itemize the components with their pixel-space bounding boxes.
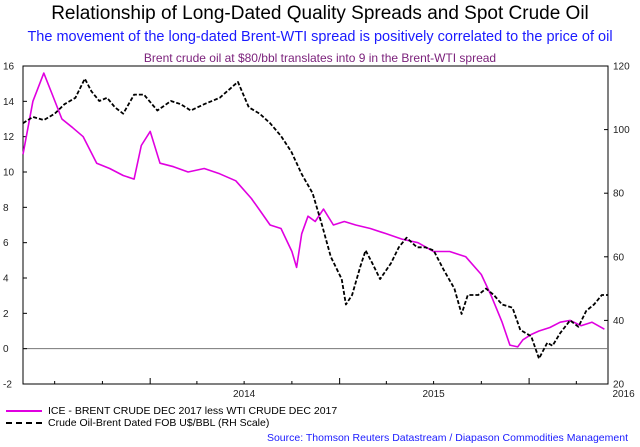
series-line-spread bbox=[22, 72, 605, 348]
left-axis-tick-label: 14 bbox=[3, 97, 15, 108]
left-axis-tick-label: 0 bbox=[3, 344, 9, 355]
x-axis-tick-label: 2014 bbox=[233, 389, 256, 400]
right-axis-tick-label: 100 bbox=[613, 125, 630, 136]
left-axis-tick-label: 6 bbox=[3, 238, 9, 249]
x-axis-tick-label: 2015 bbox=[422, 389, 445, 400]
chart-note: Brent crude oil at $80/bbl translates in… bbox=[143, 51, 497, 65]
right-axis-tick-label: 80 bbox=[613, 189, 625, 200]
chart-title: Relationship of Long-Dated Quality Sprea… bbox=[51, 3, 589, 24]
legend-label-brent: Crude Oil-Brent Dated FOB U$/BBL (RH Sca… bbox=[48, 417, 270, 429]
left-axis-tick-label: 16 bbox=[3, 62, 15, 73]
legend-label-spread: ICE - BRENT CRUDE DEC 2017 less WTI CRUD… bbox=[48, 405, 338, 417]
chart-subtitle: The movement of the long-dated Brent-WTI… bbox=[27, 29, 613, 45]
source-note: Source: Thomson Reuters Datastream / Dia… bbox=[266, 432, 628, 444]
right-axis-tick-label: 20 bbox=[613, 380, 625, 391]
left-axis-tick-label: 4 bbox=[3, 274, 9, 285]
plot-frame bbox=[22, 65, 609, 385]
left-axis-tick-label: 12 bbox=[3, 132, 15, 143]
left-axis-tick-label: 8 bbox=[3, 203, 9, 214]
right-axis-tick-label: 60 bbox=[613, 252, 625, 263]
left-axis-tick-label: 2 bbox=[3, 309, 9, 320]
right-axis-tick-label: 120 bbox=[613, 62, 630, 73]
left-axis-tick-label: -2 bbox=[3, 380, 12, 391]
legend: ICE - BRENT CRUDE DEC 2017 less WTI CRUD… bbox=[6, 405, 337, 429]
x-axis-tick-label: 2016 bbox=[612, 389, 635, 400]
right-axis-tick-label: 40 bbox=[613, 316, 625, 327]
legend-swatch-brent bbox=[6, 422, 42, 424]
left-axis-tick-label: 10 bbox=[3, 168, 15, 179]
series-line-brent bbox=[22, 77, 608, 360]
legend-swatch-spread bbox=[6, 410, 42, 412]
legend-item-spread: ICE - BRENT CRUDE DEC 2017 less WTI CRUD… bbox=[6, 405, 337, 417]
legend-item-brent: Crude Oil-Brent Dated FOB U$/BBL (RH Sca… bbox=[6, 417, 337, 429]
